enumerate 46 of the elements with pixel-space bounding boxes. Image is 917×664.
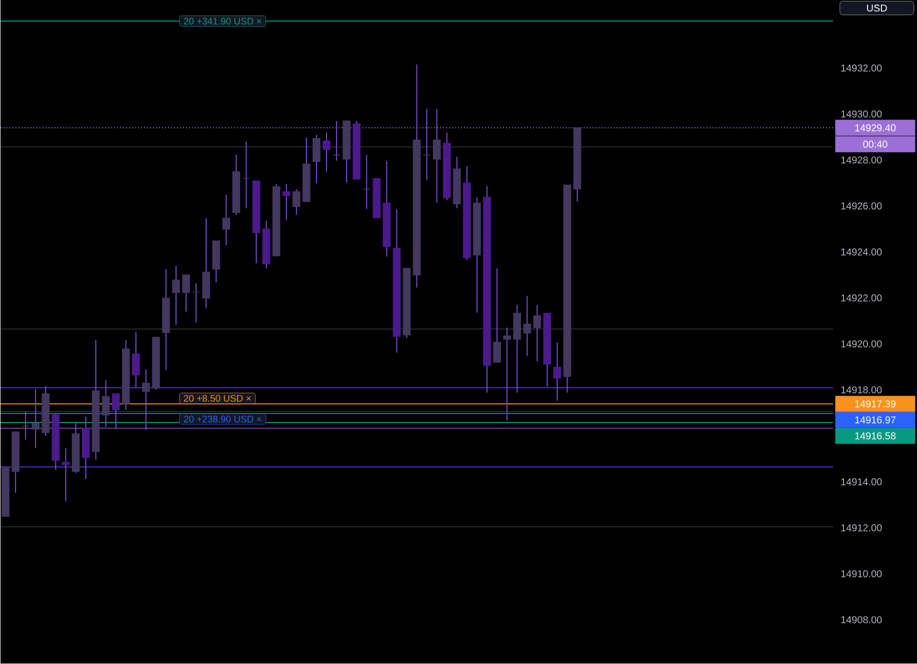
annotation: 20 +238.90 USD ×: [184, 416, 262, 423]
candlestick: [503, 327, 511, 422]
candlestick: [292, 188, 300, 216]
annotation: 20 +341.90 USD ×: [184, 18, 262, 25]
candlestick: [553, 342, 562, 402]
candlestick: [493, 268, 501, 363]
candlestick: [222, 194, 230, 246]
ref-line-label: 14929.40: [855, 124, 896, 132]
candlestick: [523, 296, 532, 357]
y-tick-label: 14908.00: [841, 616, 882, 624]
y-tick-label: 14926.00: [841, 202, 882, 210]
y-tick-label: 14924.00: [841, 248, 882, 256]
candlestick: [62, 448, 70, 502]
annotation: 20 +8.50 USD ×: [184, 395, 251, 402]
candlestick: [432, 108, 441, 204]
y-tick-label: 14912.00: [841, 524, 882, 532]
candlestick: [172, 266, 180, 326]
ref-line-label: 14916.58: [855, 432, 896, 440]
candlestick: [332, 120, 340, 162]
y-tick-label: 14918.00: [841, 386, 882, 394]
candlestick: [142, 368, 150, 431]
candlestick: [533, 304, 542, 362]
ref-line-label: 14917.39: [855, 400, 896, 408]
candlestick: [312, 134, 320, 184]
y-tick-label: 14914.00: [841, 478, 882, 486]
y-tick-label: 14920.00: [841, 340, 882, 348]
candlestick: [362, 154, 371, 210]
candlestick: [192, 282, 200, 324]
text: 00:40: [863, 140, 888, 148]
ref-line-label: 14916.97: [855, 416, 896, 424]
candlestick: [422, 108, 431, 181]
y-tick-label: 14928.00: [841, 156, 882, 164]
candlestick: [242, 141, 250, 209]
candlestick: [282, 184, 290, 221]
y-tick-label: 14930.00: [841, 110, 882, 118]
y-tick-label: 14922.00: [841, 294, 882, 302]
candlestick: [32, 388, 40, 449]
text: USD: [867, 4, 887, 12]
candlestick: [182, 274, 190, 312]
candlestick: [22, 411, 30, 440]
candlestick: [132, 331, 140, 389]
candlestick: [322, 132, 330, 172]
y-tick-label: 14910.00: [841, 570, 882, 578]
candlestick: [112, 393, 120, 429]
candlestick: [102, 380, 110, 428]
y-tick-label: 14932.00: [841, 64, 882, 72]
